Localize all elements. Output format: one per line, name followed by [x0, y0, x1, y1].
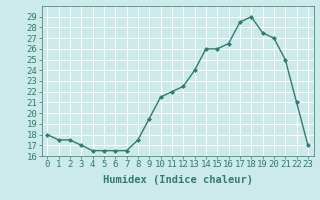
X-axis label: Humidex (Indice chaleur): Humidex (Indice chaleur) [103, 175, 252, 185]
